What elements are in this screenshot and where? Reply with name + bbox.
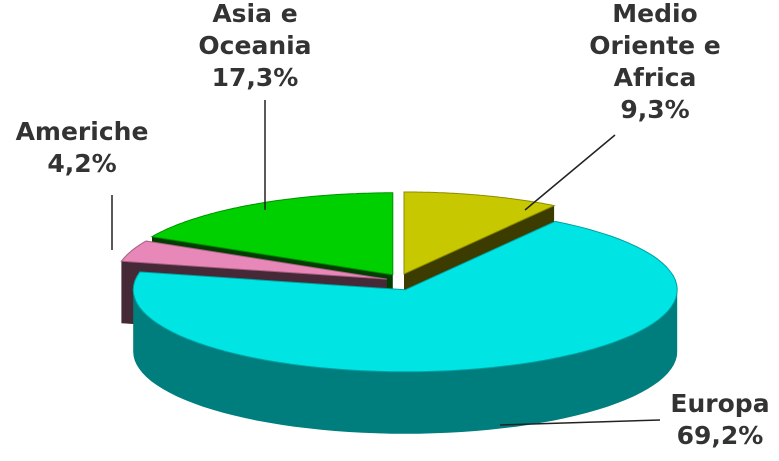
leader-line bbox=[499, 419, 661, 426]
label-line: Oriente e bbox=[589, 31, 720, 60]
leader-line bbox=[524, 134, 616, 211]
slice bbox=[120, 240, 387, 280]
label-line: Europa bbox=[670, 389, 769, 418]
label-line: Medio bbox=[612, 0, 697, 28]
label-line: Oceania bbox=[198, 31, 311, 60]
label-line: Americhe bbox=[16, 117, 149, 146]
category-label: Medio Oriente e Africa bbox=[589, 0, 720, 92]
category-label: Asia e Oceania bbox=[198, 0, 311, 60]
label-line: Africa bbox=[614, 63, 697, 92]
value-label: 4,2% bbox=[47, 149, 116, 178]
slice bbox=[132, 220, 678, 373]
value-label: 69,2% bbox=[677, 421, 764, 450]
category-label: Americhe bbox=[16, 117, 149, 146]
label-line: Asia e bbox=[212, 0, 297, 28]
slice-side bbox=[133, 289, 678, 434]
slice bbox=[150, 192, 394, 276]
slice bbox=[403, 191, 556, 275]
value-label: 9,3% bbox=[620, 95, 689, 124]
value-label: 17,3% bbox=[212, 63, 299, 92]
category-label: Europa bbox=[670, 389, 769, 418]
